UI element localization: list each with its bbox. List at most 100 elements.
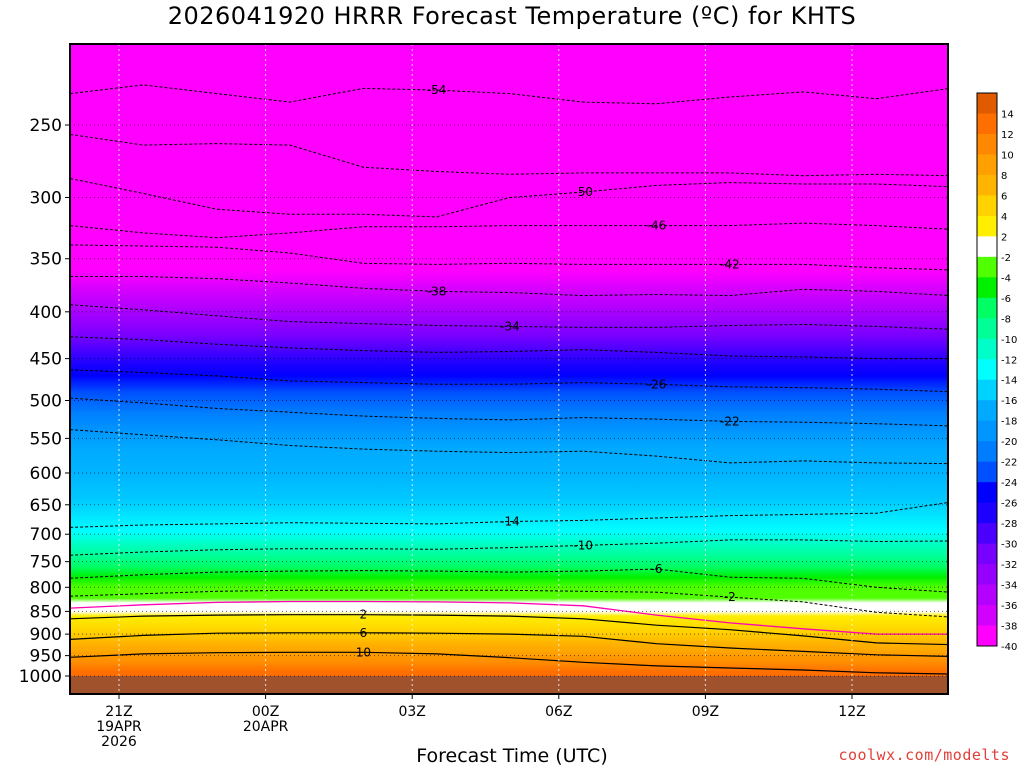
ytick-label-500: 500 (30, 392, 62, 412)
colorbar-label--6: -6 (1001, 294, 1011, 305)
colorbar-label--12: -12 (1001, 355, 1017, 366)
colorbar-swatch-3 (977, 154, 997, 176)
isotherm-label--10: -10 (573, 538, 593, 552)
isotherm-label-6: 6 (360, 626, 368, 640)
isotherm-unlabeled-7 (70, 336, 948, 360)
isotherm--10 (70, 539, 948, 556)
axes: 250 300 350 400 450 500 550 600 650 700 750 800 850 9… (19, 43, 949, 750)
colorbar-swatch-15 (977, 400, 997, 422)
colorbar-label-10: 10 (1001, 150, 1014, 161)
colorbar-swatch-20 (977, 502, 997, 524)
isotherm-label--38: -38 (427, 284, 447, 298)
colorbar-frame (976, 92, 998, 647)
xtick-label-0-1: 19APR (96, 719, 142, 735)
colorbar-swatch-17 (977, 441, 997, 463)
colorbar-swatch-19 (977, 482, 997, 504)
isotherm-label--42: -42 (720, 257, 740, 271)
xtick-label-15-0: 12Z (838, 704, 865, 720)
colorbar-label-14: 14 (1001, 109, 1014, 120)
ytick-label-550: 550 (30, 429, 62, 449)
xtick-label-3-1: 20APR (243, 719, 289, 735)
colorbar-label--22: -22 (1001, 458, 1017, 469)
xtick-label-9-0: 06Z (545, 704, 572, 720)
colorbar-swatch-6 (977, 215, 997, 237)
isotherm--34 (70, 304, 948, 330)
colorbar-swatch-2 (977, 133, 997, 155)
colorbar-swatch-4 (977, 174, 997, 196)
isotherm--2 (70, 589, 948, 618)
ytick-label-250: 250 (30, 116, 62, 136)
colorbar-swatch-26 (977, 625, 997, 647)
colorbar-label--4: -4 (1001, 273, 1011, 284)
colorbar-label--32: -32 (1001, 560, 1017, 571)
x-axis-label: Forecast Time (UTC) (416, 745, 608, 767)
colorbar-swatch-11 (977, 318, 997, 340)
colorbar-label--2: -2 (1001, 253, 1011, 264)
colorbar-swatch-14 (977, 379, 997, 401)
isotherm--6 (70, 568, 948, 593)
isotherm-label--46: -46 (647, 219, 667, 233)
colorbar-label--30: -30 (1001, 540, 1017, 551)
ytick-label-850: 850 (30, 602, 62, 622)
colorbar-swatch-12 (977, 338, 997, 360)
colorbar-swatch-22 (977, 543, 997, 565)
colorbar-label-8: 8 (1001, 171, 1007, 182)
colorbar-label--38: -38 (1001, 622, 1017, 633)
colorbar-label-12: 12 (1001, 130, 1014, 141)
ytick-label-400: 400 (30, 303, 62, 323)
colorbar-swatch-13 (977, 359, 997, 381)
surface-ground (70, 676, 948, 694)
ytick-label-600: 600 (30, 464, 62, 484)
colorbar-label--26: -26 (1001, 499, 1017, 510)
xtick-label-12-0: 09Z (692, 704, 719, 720)
chart-title: 2026041920 HRRR Forecast Temperature (ºC… (167, 2, 857, 30)
colorbar: 14 12 10 8 6 4 2 -2 -4 -6 -8 -10 -12 -14 -16 -18 -20 -22 -… (976, 92, 1017, 653)
isotherm-label--2: -2 (724, 590, 736, 604)
isotherm-unlabeled-10 (70, 429, 948, 465)
isotherm-label-10: 10 (356, 645, 371, 659)
ytick-label-650: 650 (30, 496, 62, 516)
ytick-label-750: 750 (30, 553, 62, 573)
credit-link[interactable]: coolwx.com/modelts (838, 746, 1010, 764)
colorbar-swatch-1 (977, 113, 997, 135)
colorbar-label-4: 4 (1001, 212, 1007, 223)
ytick-label-350: 350 (30, 250, 62, 270)
ytick-label-300: 300 (30, 188, 62, 208)
colorbar-swatch-21 (977, 523, 997, 545)
isotherm-label--54: -54 (427, 83, 447, 97)
isotherm--46 (70, 222, 948, 239)
colorbar-swatch-24 (977, 584, 997, 606)
ytick-label-950: 950 (30, 647, 62, 667)
plot-frame (69, 43, 949, 695)
colorbar-label-2: 2 (1001, 232, 1007, 243)
isotherm-label--34: -34 (500, 319, 520, 333)
colorbar-swatch-25 (977, 605, 997, 627)
isotherm-10 (70, 651, 948, 675)
ytick-label-1000: 1000 (19, 667, 62, 687)
colorbar-label--40: -40 (1001, 642, 1017, 653)
temperature-field (70, 44, 948, 694)
colorbar-label--20: -20 (1001, 437, 1017, 448)
xtick-label-3-0: 00Z (252, 704, 279, 720)
ytick-label-900: 900 (30, 625, 62, 645)
colorbar-label--8: -8 (1001, 314, 1011, 325)
xtick-label-0-2: 2026 (101, 734, 137, 750)
isotherm-label--6: -6 (651, 562, 663, 576)
isotherm--38 (70, 276, 948, 297)
colorbar-label--16: -16 (1001, 396, 1017, 407)
ytick-label-450: 450 (30, 350, 62, 370)
colorbar-label--36: -36 (1001, 601, 1017, 612)
isotherm--50 (70, 178, 948, 218)
colorbar-swatch-0 (977, 93, 997, 114)
isotherm-label--14: -14 (500, 515, 520, 529)
xtick-label-6-0: 03Z (398, 704, 425, 720)
colorbar-label--28: -28 (1001, 519, 1017, 530)
isotherm-label--50: -50 (573, 185, 593, 199)
isotherm--14 (70, 502, 948, 528)
colorbar-swatch-8 (977, 256, 997, 278)
isotherm-label--22: -22 (720, 414, 740, 428)
ytick-label-700: 700 (30, 525, 62, 545)
isotherm--22 (70, 397, 948, 427)
